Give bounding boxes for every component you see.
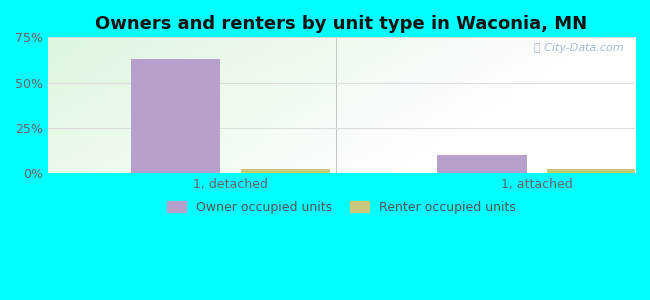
Title: Owners and renters by unit type in Waconia, MN: Owners and renters by unit type in Wacon…: [96, 15, 588, 33]
Bar: [131, 59, 220, 173]
Bar: [240, 169, 330, 173]
Text: ⓘ City-Data.com: ⓘ City-Data.com: [534, 43, 623, 53]
Legend: Owner occupied units, Renter occupied units: Owner occupied units, Renter occupied un…: [162, 196, 521, 219]
Bar: [547, 169, 636, 173]
Bar: [437, 155, 526, 173]
